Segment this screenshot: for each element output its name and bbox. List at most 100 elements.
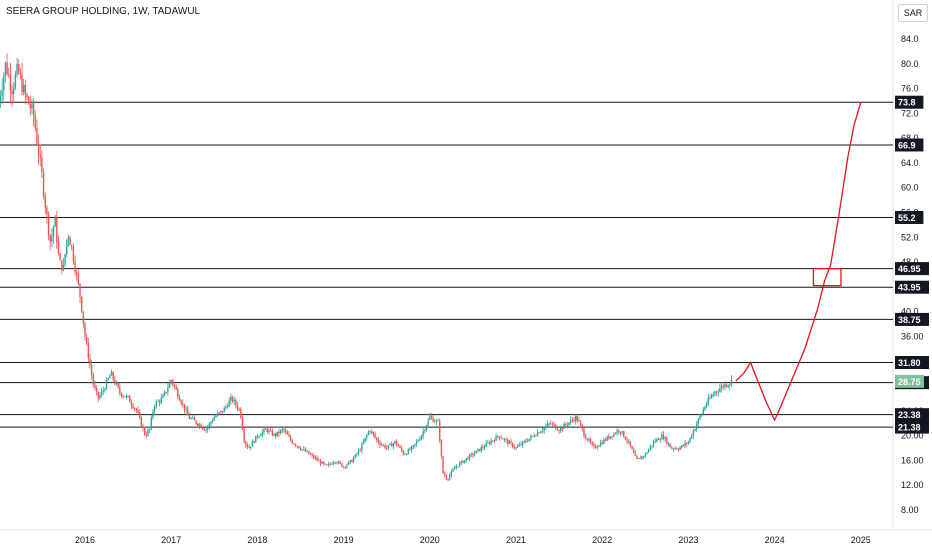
candle-body [366, 434, 368, 438]
candle-body [326, 464, 328, 466]
candle-body [230, 396, 232, 401]
candle-body [400, 447, 403, 451]
candle-body [543, 427, 545, 431]
candle-body [42, 172, 45, 196]
candle-body [410, 446, 413, 451]
candle-body [352, 458, 355, 463]
candle-body [66, 239, 68, 255]
candle-body [659, 439, 661, 441]
candle-body [251, 441, 254, 447]
candle-body [507, 439, 509, 444]
candle-body [584, 435, 587, 439]
candle-body [621, 431, 623, 433]
candle-body [36, 128, 38, 144]
candle-body [87, 342, 90, 359]
candle-body [178, 397, 181, 401]
candle-body [167, 387, 169, 393]
candle-body [699, 416, 701, 419]
candle-body [387, 445, 390, 449]
candle-body [298, 446, 300, 449]
level-badge [895, 262, 929, 276]
candle-body [24, 84, 27, 95]
candle-body [180, 400, 182, 404]
candle-body [197, 423, 199, 426]
candle-body [541, 430, 544, 432]
level-badge-label: 73.8 [898, 98, 916, 108]
candle-body [492, 440, 494, 442]
time-axis[interactable]: 2016 2017 2018 2019 2020 2021 2022 2023 2024 2025 [75, 535, 871, 545]
candle-body [110, 372, 113, 376]
candle-body [394, 441, 396, 444]
level-badge-label: 46.95 [898, 264, 921, 274]
candle-body [76, 271, 78, 275]
candle-body [34, 115, 36, 129]
candle-body [21, 74, 23, 93]
candle-body [397, 444, 400, 447]
candle-body [576, 416, 579, 421]
candle-body [134, 408, 136, 409]
candle-body [490, 440, 492, 444]
candle-body [505, 438, 507, 440]
candle-body [331, 463, 333, 465]
candle-body [515, 447, 517, 449]
candle-body [39, 154, 41, 157]
candle-body [198, 424, 201, 426]
candle-body [286, 431, 288, 435]
candle-body [656, 438, 658, 442]
candle-body [691, 436, 693, 438]
candle-body [419, 439, 421, 441]
candle-body [581, 424, 584, 429]
price-axis[interactable]: 84.080.076.072.068.064.060.056.052.048.0… [895, 34, 929, 515]
candle-body [727, 385, 729, 387]
candle-body [371, 431, 373, 433]
candle-body [560, 427, 562, 432]
candle-body [309, 454, 312, 455]
candle-body [614, 433, 617, 435]
candle-body [142, 426, 144, 428]
candle-body [22, 84, 25, 93]
candle-body [4, 62, 7, 76]
candle-body [629, 441, 632, 447]
level-badge [895, 356, 929, 370]
candle-body [439, 421, 441, 441]
candle-body [697, 418, 700, 425]
candle-body [518, 444, 521, 447]
level-badge-label: 23.38 [898, 410, 921, 420]
candle-body [402, 450, 404, 455]
candle-body [530, 435, 532, 439]
candle-body [672, 448, 675, 450]
candle-body [283, 429, 285, 431]
level-badge [895, 312, 929, 326]
candle-body [124, 396, 126, 398]
candle-body [206, 426, 209, 430]
candle-body [193, 417, 196, 421]
candle-body [140, 417, 143, 427]
last-price-label: 28.75 [898, 377, 921, 387]
candle-body [545, 426, 547, 428]
candle-body [162, 395, 164, 398]
candle-body [608, 436, 610, 439]
level-badge [895, 408, 929, 422]
candle-body [200, 424, 202, 429]
candle-body [618, 430, 620, 432]
level-badge [895, 280, 929, 294]
candle-body [636, 455, 638, 460]
currency-button[interactable]: SAR [898, 4, 928, 22]
candle-body [626, 439, 628, 442]
candle-body [339, 461, 341, 464]
candle-body [498, 436, 501, 438]
candle-body [306, 451, 308, 453]
candle-body [427, 419, 429, 426]
candle-body [623, 431, 625, 437]
candle-body [266, 428, 269, 433]
candle-body [279, 430, 282, 434]
candle-body [440, 440, 443, 457]
candle-body [150, 417, 153, 430]
candle-body [611, 436, 613, 438]
candle-body [92, 374, 94, 385]
candle-body [205, 429, 207, 431]
candle-body [80, 296, 83, 312]
candle-body [574, 416, 577, 422]
